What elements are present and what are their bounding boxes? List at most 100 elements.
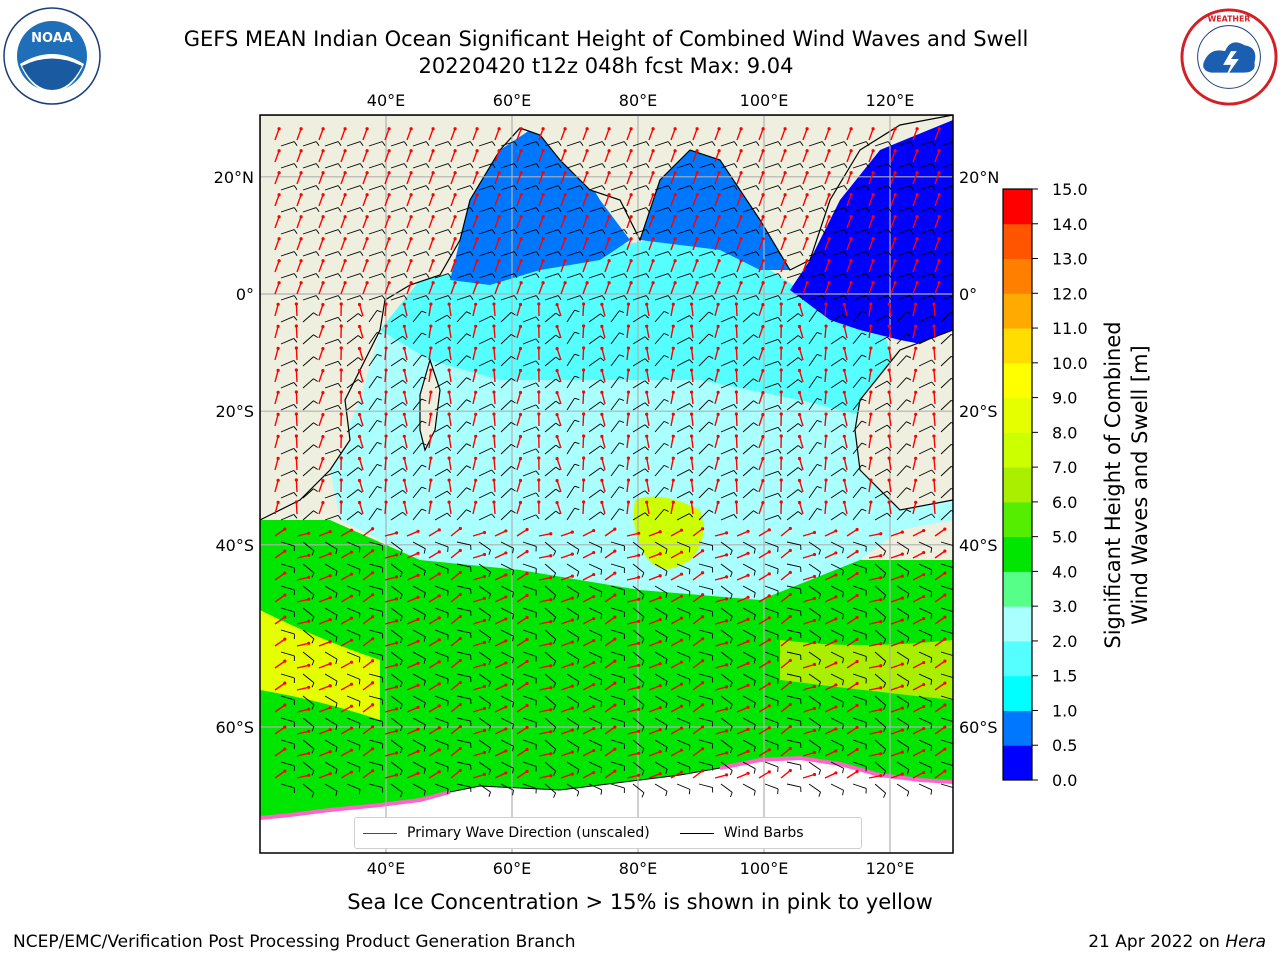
arrow-head — [637, 729, 641, 733]
wind-barb — [368, 273, 383, 279]
arrow-head — [585, 149, 589, 153]
wind-barb-flag — [689, 381, 694, 386]
wind-barb — [830, 695, 844, 703]
wind-barb — [500, 607, 514, 615]
wind-barb-flag — [335, 659, 338, 665]
wind-barb — [324, 470, 339, 477]
wave-direction-arrow — [582, 617, 595, 625]
wind-barb — [676, 761, 691, 768]
wind-barb-flag — [931, 337, 936, 343]
arrow-head — [849, 171, 853, 175]
wind-barb-flag — [688, 723, 691, 729]
arrow-head — [842, 368, 846, 372]
wind-barb — [720, 492, 735, 499]
lat-tick-left: 40°S — [215, 536, 254, 555]
arrow-head — [932, 412, 936, 416]
arrow-head — [328, 640, 332, 644]
arrow-head — [402, 456, 406, 460]
wind-barb-flag — [421, 376, 427, 380]
arrow-head — [797, 478, 802, 483]
wind-barb-flag — [733, 382, 738, 387]
wave-direction-arrow — [868, 392, 872, 405]
wind-barb — [324, 607, 338, 616]
wave-direction-arrow — [450, 172, 456, 185]
wind-barb — [764, 717, 779, 724]
arrow-head — [519, 259, 523, 263]
wind-barb — [676, 607, 691, 614]
arrow-head — [525, 571, 529, 576]
arrow-head — [824, 390, 828, 394]
wind-barb — [852, 508, 863, 521]
wind-barb — [324, 695, 338, 704]
arrow-head — [537, 456, 541, 460]
arrow-head — [537, 346, 541, 350]
arrow-head — [887, 324, 891, 328]
wave-direction-arrow — [406, 574, 419, 581]
wind-barb-flag — [311, 660, 315, 666]
arrow-head — [474, 478, 478, 482]
wind-barb-flag — [337, 449, 342, 454]
wind-barb — [280, 426, 295, 433]
wind-barb-flag — [555, 422, 561, 427]
wind-barb-flag — [313, 444, 318, 448]
arrow-head — [283, 527, 287, 531]
wind-barb — [456, 141, 471, 147]
wave-direction-arrow — [868, 128, 874, 141]
wave-direction-arrow — [556, 502, 562, 515]
wind-barb-flag — [421, 310, 427, 314]
wave-direction-arrow — [846, 682, 858, 691]
wave-direction-arrow — [846, 238, 852, 251]
arrow-head — [645, 456, 649, 460]
wind-barb-flag — [335, 637, 338, 643]
wind-barb — [808, 310, 818, 323]
wind-barb — [808, 695, 821, 705]
wave-direction-arrow — [384, 620, 397, 625]
wind-barb — [654, 695, 668, 704]
arrow-head — [717, 259, 721, 263]
wind-barb — [478, 251, 493, 257]
wind-barb-flag — [753, 570, 756, 576]
wave-direction-arrow — [362, 150, 368, 163]
arrow-head — [671, 346, 675, 350]
arrow-head — [869, 500, 873, 504]
arrow-head — [474, 434, 478, 438]
arrow-head — [525, 747, 529, 752]
wave-direction-arrow — [538, 709, 551, 713]
wave-direction-arrow — [406, 706, 419, 713]
arrow-head — [328, 618, 332, 622]
wind-barb-flag — [574, 419, 580, 423]
arrow-head — [537, 434, 541, 438]
arrow-head — [453, 237, 457, 241]
arrow-head — [328, 530, 332, 534]
wind-barb — [456, 273, 471, 279]
wind-barb-flag — [886, 314, 892, 319]
wave-direction-arrow — [428, 238, 434, 251]
arrow-head — [537, 390, 541, 394]
wave-direction-arrow — [274, 770, 286, 779]
wind-barb-flag — [931, 207, 936, 212]
wind-barb — [588, 445, 601, 455]
wind-barb — [456, 311, 467, 323]
wind-barb — [412, 717, 426, 726]
arrow-head — [922, 572, 926, 577]
wind-barb — [500, 295, 515, 301]
wave-direction-arrow — [714, 194, 720, 207]
wave-direction-arrow — [735, 479, 738, 493]
wind-barb-flag — [358, 767, 361, 773]
arrow-head — [700, 615, 705, 619]
wave-direction-arrow — [626, 194, 632, 207]
wind-barb-flag — [816, 508, 822, 511]
arrow-head — [447, 302, 451, 306]
wave-direction-arrow — [868, 348, 872, 361]
wave-direction-arrow — [582, 749, 595, 757]
arrow-head — [492, 302, 496, 306]
wave-direction-arrow — [758, 749, 770, 757]
wind-barb-flag — [535, 316, 540, 322]
wave-direction-arrow — [450, 593, 461, 603]
wind-barb — [852, 563, 867, 569]
wind-barb — [412, 141, 427, 147]
arrow-head — [695, 149, 699, 153]
wave-direction-arrow — [556, 326, 562, 339]
wave-direction-arrow — [406, 238, 412, 251]
wave-direction-arrow — [318, 729, 331, 735]
